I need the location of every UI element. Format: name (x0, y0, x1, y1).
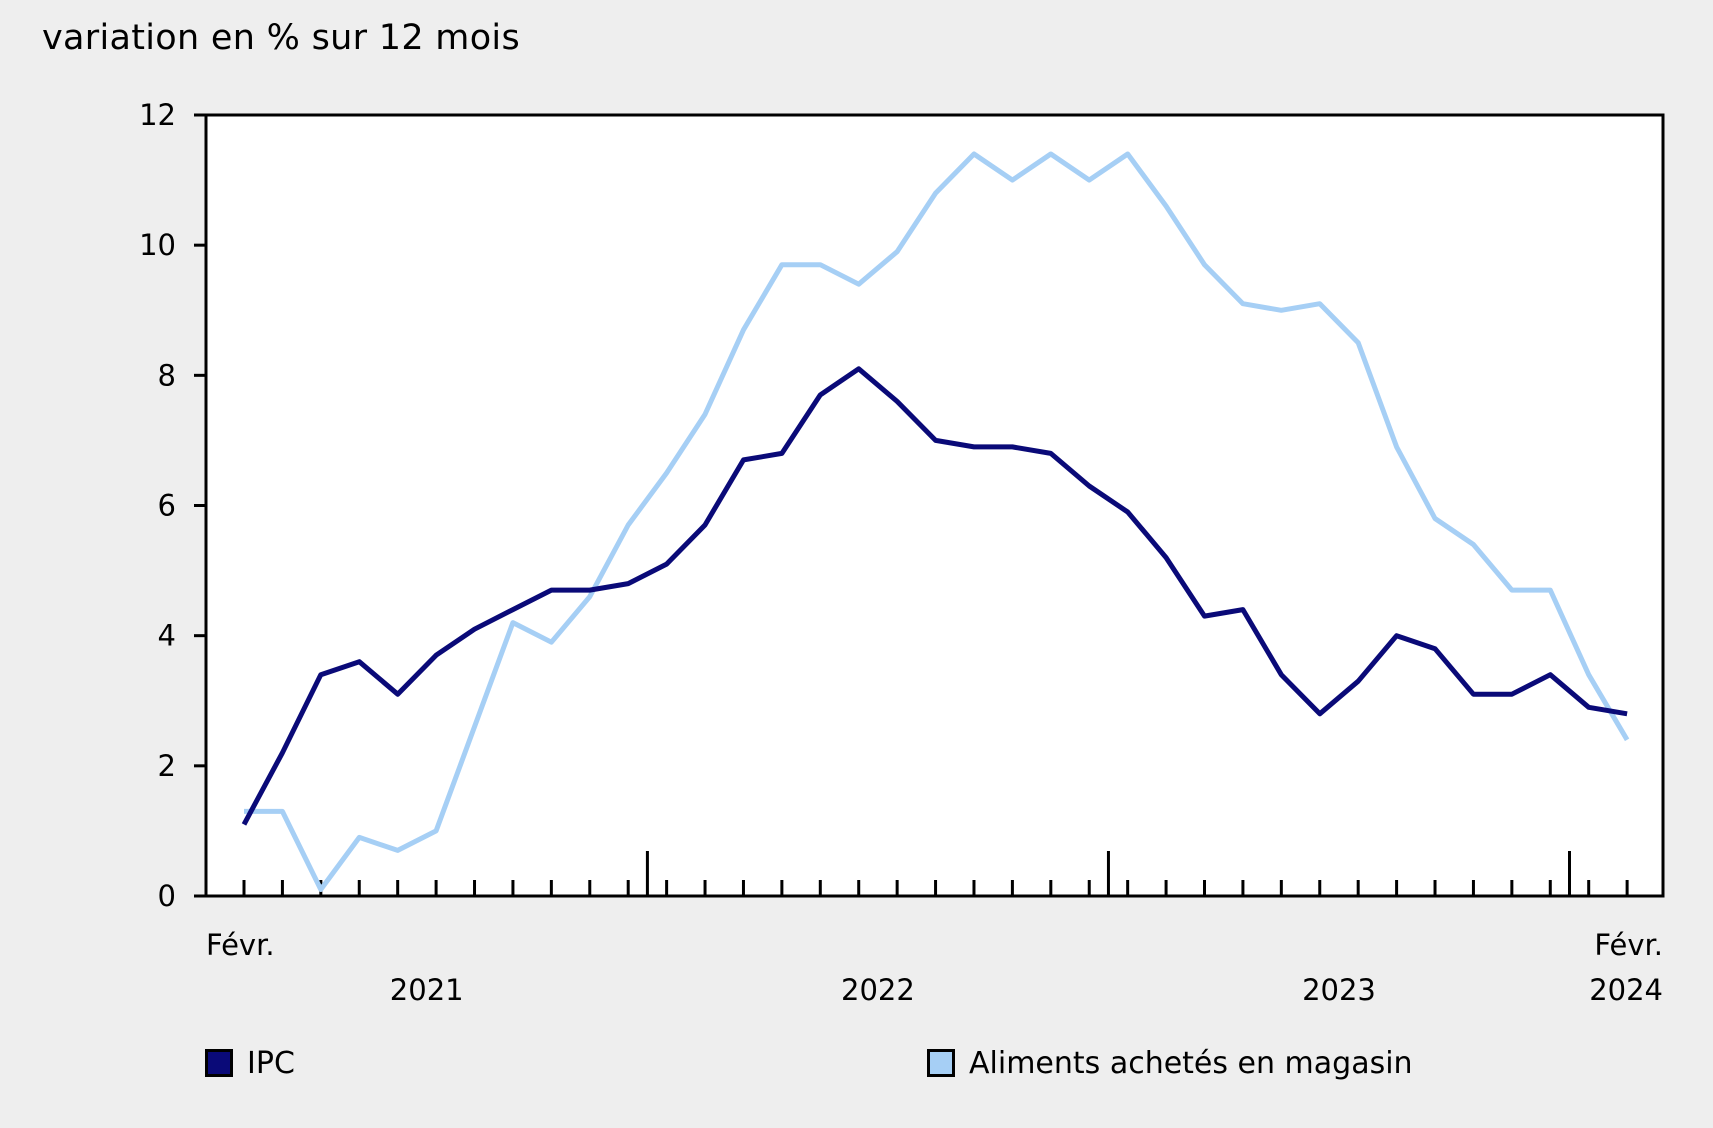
plot-area (204, 113, 1665, 898)
series-line-aliments (244, 151, 1630, 892)
x-end-month-label: Févr. (1594, 928, 1663, 962)
y-tick-label: 0 (158, 879, 176, 913)
legend-label-aliments: Aliments achetés en magasin (969, 1045, 1413, 1081)
x-year-label: 2024 (1589, 973, 1663, 1007)
y-tick-label: 10 (139, 228, 176, 262)
legend-label-ipc: IPC (247, 1045, 295, 1081)
y-tick-label: 12 (139, 98, 176, 132)
y-tick-label: 2 (158, 749, 176, 783)
legend-swatch-aliments (927, 1049, 955, 1077)
series-line-ipc (241, 366, 1628, 826)
y-axis: 0 2 4 6 8 10 12 (139, 98, 206, 913)
legend-swatch-ipc (205, 1049, 233, 1077)
y-tick-label: 6 (158, 489, 176, 523)
x-year-label: 2022 (841, 973, 915, 1007)
x-year-label: 2021 (390, 973, 464, 1007)
legend-item-aliments: Aliments achetés en magasin (927, 1043, 1413, 1083)
x-start-month-label: Févr. (206, 928, 275, 962)
y-axis-title: variation en % sur 12 mois (42, 18, 520, 58)
y-tick-label: 8 (158, 358, 176, 392)
legend-item-ipc: IPC (205, 1043, 295, 1083)
x-year-label: 2023 (1302, 973, 1376, 1007)
y-tick-label: 4 (158, 619, 176, 653)
series-lines (241, 151, 1630, 892)
